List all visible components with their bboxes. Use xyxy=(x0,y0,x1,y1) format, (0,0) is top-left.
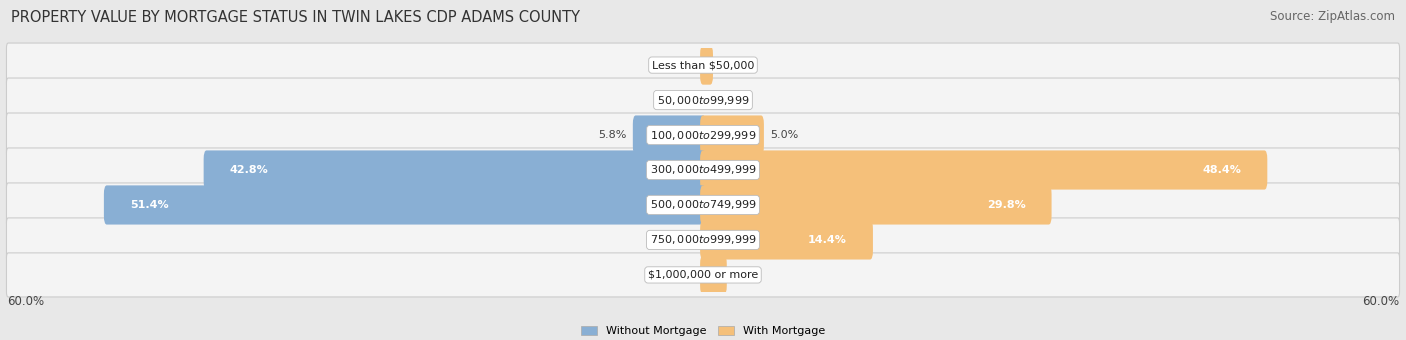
Text: 0.0%: 0.0% xyxy=(717,95,745,105)
FancyBboxPatch shape xyxy=(7,253,1399,297)
Text: 0.0%: 0.0% xyxy=(661,95,689,105)
Text: 0.61%: 0.61% xyxy=(720,60,755,70)
Text: 0.0%: 0.0% xyxy=(661,235,689,245)
Text: 14.4%: 14.4% xyxy=(808,235,846,245)
Text: 48.4%: 48.4% xyxy=(1202,165,1241,175)
FancyBboxPatch shape xyxy=(7,113,1399,157)
FancyBboxPatch shape xyxy=(700,255,727,294)
FancyBboxPatch shape xyxy=(7,148,1399,192)
FancyBboxPatch shape xyxy=(7,78,1399,122)
Text: $1,000,000 or more: $1,000,000 or more xyxy=(648,270,758,280)
Text: 29.8%: 29.8% xyxy=(987,200,1025,210)
FancyBboxPatch shape xyxy=(633,116,706,155)
Text: $500,000 to $749,999: $500,000 to $749,999 xyxy=(650,199,756,211)
Text: 5.0%: 5.0% xyxy=(770,130,799,140)
Text: 60.0%: 60.0% xyxy=(1362,295,1399,308)
Text: $300,000 to $499,999: $300,000 to $499,999 xyxy=(650,164,756,176)
FancyBboxPatch shape xyxy=(700,116,763,155)
Text: 0.0%: 0.0% xyxy=(661,60,689,70)
Text: $750,000 to $999,999: $750,000 to $999,999 xyxy=(650,234,756,246)
FancyBboxPatch shape xyxy=(700,220,873,259)
FancyBboxPatch shape xyxy=(7,43,1399,87)
Text: $50,000 to $99,999: $50,000 to $99,999 xyxy=(657,94,749,106)
FancyBboxPatch shape xyxy=(104,185,706,224)
Text: PROPERTY VALUE BY MORTGAGE STATUS IN TWIN LAKES CDP ADAMS COUNTY: PROPERTY VALUE BY MORTGAGE STATUS IN TWI… xyxy=(11,10,581,25)
Legend: Without Mortgage, With Mortgage: Without Mortgage, With Mortgage xyxy=(576,321,830,340)
FancyBboxPatch shape xyxy=(204,150,706,190)
FancyBboxPatch shape xyxy=(7,218,1399,262)
Text: 5.8%: 5.8% xyxy=(598,130,627,140)
FancyBboxPatch shape xyxy=(700,46,713,85)
Text: 1.8%: 1.8% xyxy=(733,270,762,280)
FancyBboxPatch shape xyxy=(7,183,1399,227)
Text: 51.4%: 51.4% xyxy=(129,200,169,210)
Text: Less than $50,000: Less than $50,000 xyxy=(652,60,754,70)
Text: $100,000 to $299,999: $100,000 to $299,999 xyxy=(650,129,756,141)
Text: 42.8%: 42.8% xyxy=(229,165,269,175)
Text: 60.0%: 60.0% xyxy=(7,295,44,308)
Text: Source: ZipAtlas.com: Source: ZipAtlas.com xyxy=(1270,10,1395,23)
Text: 0.0%: 0.0% xyxy=(661,270,689,280)
FancyBboxPatch shape xyxy=(700,150,1267,190)
FancyBboxPatch shape xyxy=(700,185,1052,224)
